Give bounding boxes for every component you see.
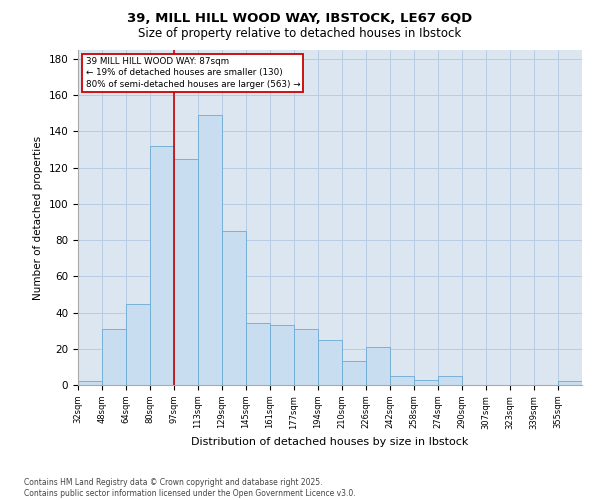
Bar [342,362,366,385]
Bar [126,304,150,385]
Bar [198,115,222,385]
Text: Size of property relative to detached houses in Ibstock: Size of property relative to detached ho… [139,28,461,40]
Bar [294,329,318,385]
Bar [174,158,198,385]
Bar [102,329,126,385]
Text: 39 MILL HILL WOOD WAY: 87sqm
← 19% of detached houses are smaller (130)
80% of s: 39 MILL HILL WOOD WAY: 87sqm ← 19% of de… [86,56,300,90]
Bar [438,376,462,385]
Text: 39, MILL HILL WOOD WAY, IBSTOCK, LE67 6QD: 39, MILL HILL WOOD WAY, IBSTOCK, LE67 6Q… [127,12,473,26]
Bar [270,325,294,385]
Bar [246,324,270,385]
X-axis label: Distribution of detached houses by size in Ibstock: Distribution of detached houses by size … [191,437,469,447]
Bar [366,347,390,385]
Bar [390,376,414,385]
Bar [150,146,174,385]
Y-axis label: Number of detached properties: Number of detached properties [33,136,43,300]
Bar [558,382,582,385]
Bar [414,380,438,385]
Bar [318,340,342,385]
Bar [222,231,246,385]
Bar [78,382,102,385]
Text: Contains HM Land Registry data © Crown copyright and database right 2025.
Contai: Contains HM Land Registry data © Crown c… [24,478,356,498]
